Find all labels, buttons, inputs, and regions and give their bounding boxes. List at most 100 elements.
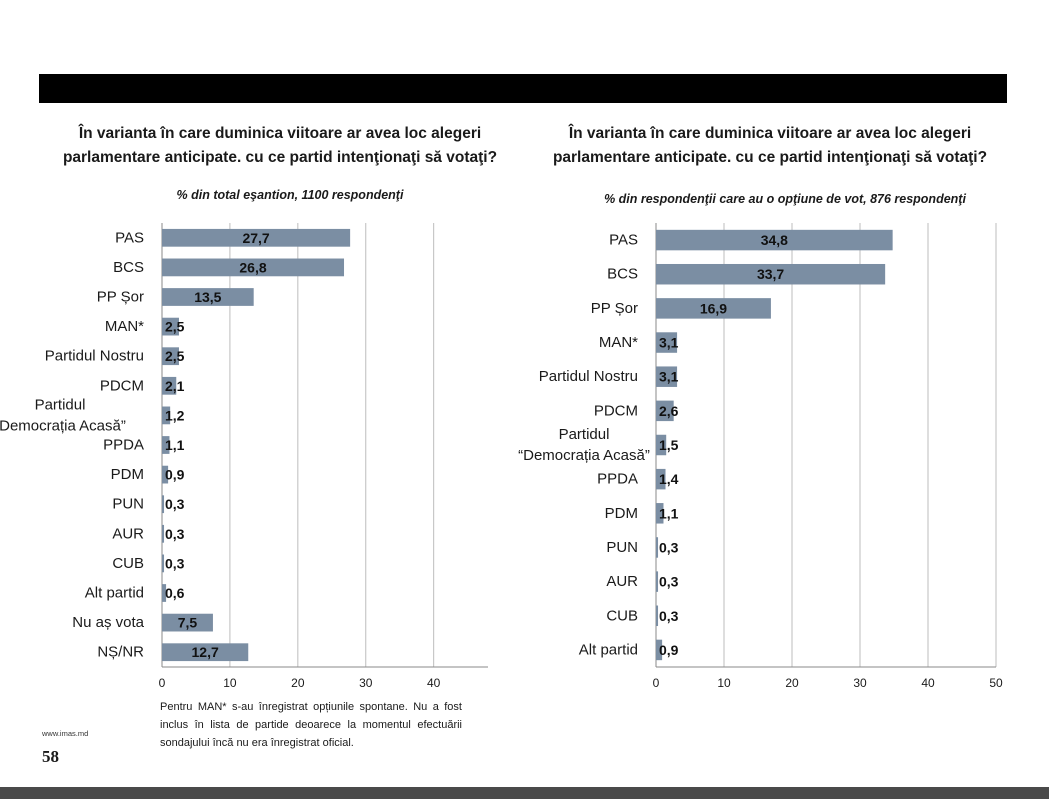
category-label: Partidul Nostru [539, 368, 638, 385]
category-label: PDM [111, 466, 144, 483]
data-label: 27,7 [242, 230, 269, 246]
data-label: 1,4 [659, 471, 679, 487]
category-label: AUR [606, 573, 638, 590]
bar [162, 436, 170, 454]
bar [162, 317, 179, 336]
data-label: 7,5 [178, 615, 198, 631]
bar [162, 258, 345, 277]
data-label: 26,8 [239, 259, 266, 275]
data-label: 3,1 [659, 369, 679, 385]
bar [656, 400, 674, 422]
bar [162, 406, 171, 425]
bar [656, 332, 678, 353]
category-label: CUB [112, 555, 144, 572]
bar-chart-right: 0 10 20 30 40 50 34,8 PAS 33,7 BCS 16,9 PP Șor 3,1 MA… [518, 223, 1003, 690]
bar [656, 434, 667, 456]
data-label: 0,9 [659, 642, 679, 658]
data-label: 2,5 [165, 348, 185, 364]
bar [656, 605, 659, 627]
data-label: 1,2 [165, 407, 185, 423]
category-label: Partidul Nostru [45, 348, 144, 365]
bar [162, 524, 165, 543]
category-label: Partidul “Democrația Acasă” [518, 426, 650, 464]
site-url: www.imas.md [42, 729, 89, 738]
bar [656, 298, 771, 319]
category-label: PP Șor [97, 289, 144, 306]
x-tick-label: 40 [427, 676, 441, 690]
chart-subtitle-left: % din total eşantion, 1100 respondenţi [176, 188, 404, 202]
x-tick-label: 0 [159, 676, 166, 690]
category-label: PPDA [103, 437, 144, 454]
data-label: 12,7 [192, 644, 219, 660]
x-tick-label: 10 [717, 676, 731, 690]
data-label: 3,1 [659, 335, 679, 351]
data-label: 1,5 [659, 437, 679, 453]
x-tick-label: 40 [921, 676, 935, 690]
category-label: Alt partid [85, 585, 144, 602]
category-label: CUB [606, 607, 638, 624]
category-label: Nu aș vota [72, 614, 144, 631]
data-label: 2,5 [165, 319, 185, 335]
bar [656, 639, 663, 661]
x-tick-label: 20 [785, 676, 799, 690]
category-label: Alt partid [579, 641, 638, 658]
category-label: PPDA [597, 471, 638, 488]
bar [162, 228, 351, 247]
bar [656, 571, 659, 592]
category-label: BCS [113, 259, 144, 276]
data-label: 34,8 [761, 232, 788, 248]
data-label: 1,1 [165, 437, 185, 453]
category-label: PUN [606, 539, 638, 556]
bar [656, 366, 678, 387]
bar [162, 465, 169, 484]
category-label: BCS [607, 266, 638, 283]
category-label: Partidul “Democrația Acasă” [0, 396, 126, 434]
data-label: 33,7 [757, 266, 784, 282]
x-tick-label: 30 [853, 676, 867, 690]
x-tick-label: 30 [359, 676, 373, 690]
data-label: 13,5 [194, 289, 221, 305]
category-label: MAN* [599, 334, 638, 351]
chart-title-right: În varianta în care duminica viitoare ar… [552, 125, 988, 166]
bar [656, 229, 893, 251]
bar [162, 347, 179, 366]
bar [656, 537, 659, 558]
chart-title-left: În varianta în care duminica viitoare ar… [62, 125, 498, 166]
footnote: Pentru MAN* s-au înregistrat opțiunile s… [160, 701, 462, 749]
data-label: 0,3 [659, 539, 679, 555]
header-bar [39, 74, 1007, 103]
bar [656, 468, 666, 490]
category-label: PP Șor [591, 300, 638, 317]
data-label: 0,6 [165, 585, 185, 601]
category-label: AUR [112, 525, 144, 542]
page-number: 58 [42, 747, 59, 766]
bar [656, 263, 886, 285]
category-label: PAS [609, 232, 638, 249]
bar [162, 613, 213, 632]
x-tick-label: 20 [291, 676, 305, 690]
data-label: 16,9 [700, 300, 727, 316]
bar [162, 376, 177, 395]
bar [162, 584, 167, 602]
data-label: 1,1 [659, 505, 679, 521]
x-tick-label: 10 [223, 676, 237, 690]
bar [162, 643, 249, 662]
category-label: MAN* [105, 318, 144, 335]
bar [162, 288, 254, 306]
footer-bar [0, 787, 1049, 799]
category-label: PDCM [100, 377, 144, 394]
category-label: PAS [115, 229, 144, 246]
bar-chart-left: 0 10 20 30 40 27,7 PAS 26,8 BCS 13,5 PP Șor 2,5 MAN*… [0, 223, 488, 690]
x-tick-label: 0 [653, 676, 660, 690]
data-label: 2,6 [659, 403, 679, 419]
data-label: 0,3 [659, 574, 679, 590]
chart-subtitle-right: % din respondenţii care au o opţiune de … [604, 192, 966, 206]
bar [162, 554, 165, 573]
bar [656, 503, 664, 524]
data-label: 2,1 [165, 378, 185, 394]
category-label: PUN [112, 496, 144, 513]
data-label: 0,3 [659, 608, 679, 624]
data-label: 0,3 [165, 526, 185, 542]
category-label: PDM [605, 505, 638, 522]
x-tick-label: 50 [989, 676, 1003, 690]
